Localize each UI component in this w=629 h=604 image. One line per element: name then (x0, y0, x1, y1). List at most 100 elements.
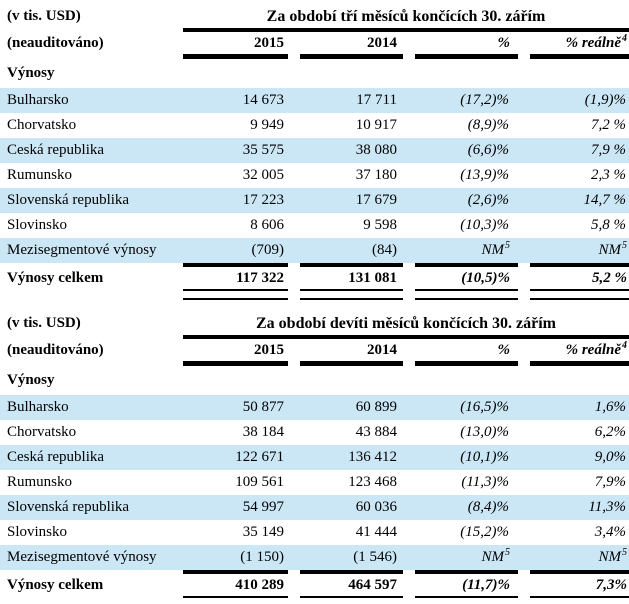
double-rule (415, 289, 518, 300)
table-row: Chorvatsko 9 949 10 917 (8,9)% 7,2 % (0, 113, 629, 138)
row-label: Mezisegmentové výnosy (7, 549, 157, 565)
footnote-ref: 4 (622, 32, 627, 44)
col-header-pct: % (497, 341, 511, 358)
column-rule (300, 361, 403, 366)
total-row: Výnosy celkem 410 289 464 597 (11,7)% 7,… (0, 574, 629, 596)
total-pct-real: 5,2 % (592, 269, 627, 286)
value-pct: (2,6)% (467, 192, 509, 208)
nine-month-revenue-table: (v tis. USD) Za období devíti měsíců kon… (0, 312, 629, 604)
value-pct-real: 6,2% (594, 424, 626, 440)
total-double-rule-row (0, 289, 629, 300)
total-top-rule (530, 263, 629, 267)
double-rule (300, 596, 403, 604)
value-pct-real: NM5 (598, 240, 628, 259)
value-pct: (8,4)% (467, 499, 509, 515)
value-2014: 123 468 (348, 474, 397, 490)
column-rule (300, 54, 403, 59)
value-2014: 17 711 (356, 92, 397, 108)
value-pct-real: 7,9% (594, 474, 626, 490)
row-label: Chorvatsko (7, 424, 77, 440)
total-top-rule (183, 263, 288, 267)
total-top-rule-row (0, 570, 629, 574)
row-label: Slovenská republika (7, 499, 130, 515)
value-2014: 136 412 (348, 449, 397, 465)
table-title: Za období devíti měsíců končících 30. zá… (256, 314, 556, 332)
title-rule (183, 335, 629, 339)
value-2014: 9 598 (363, 217, 397, 233)
total-2015: 117 322 (236, 269, 284, 286)
title-rule-row (0, 335, 629, 339)
value-pct: (11,3)% (461, 474, 509, 490)
col-header-2015: 2015 (254, 34, 284, 51)
column-rule (530, 361, 629, 366)
col-header-2014: 2014 (367, 341, 397, 358)
value-pct-real: 2,3 % (591, 167, 626, 183)
row-label: Chorvatsko (7, 117, 77, 133)
total-double-rule-row (0, 596, 629, 604)
value-pct: NM5 (481, 547, 511, 566)
value-pct-real: 1,6% (594, 399, 626, 415)
value-2014: 10 917 (355, 117, 397, 133)
table-row: Ceská republika 35 575 38 080 (6,6)% 7,9… (0, 138, 629, 163)
col-header-2015: 2015 (254, 341, 284, 358)
col-header-pct-real: % reálně4 (565, 32, 627, 51)
double-rule (530, 596, 629, 604)
table-row: Bulharsko 14 673 17 711 (17,2)% (1,9)% (0, 88, 629, 113)
value-pct: (10,3)% (460, 217, 509, 233)
value-2015: 35 149 (242, 524, 284, 540)
column-rule (415, 361, 518, 366)
row-label: Bulharsko (7, 399, 69, 415)
total-pct: (11,7)% (462, 576, 510, 593)
table-row: Slovinsko 35 149 41 444 (15,2)% 3,4% (0, 520, 629, 545)
column-rule (530, 54, 629, 59)
row-label: Bulharsko (7, 92, 69, 108)
value-2014: 17 679 (355, 192, 397, 208)
column-header-row: (neauditováno) 2015 2014 % % reálně4 (0, 339, 629, 361)
value-pct: (16,5)% (460, 399, 509, 415)
col-header-2014: 2014 (367, 34, 397, 51)
title-rule (183, 28, 629, 32)
value-2015: 35 575 (242, 142, 284, 158)
column-rule (183, 361, 288, 366)
value-pct: (13,9)% (460, 167, 509, 183)
col-header-pct: % (497, 34, 511, 51)
value-2015: 9 949 (250, 117, 284, 133)
double-rule (183, 596, 288, 604)
value-pct-real: NM5 (598, 547, 628, 566)
value-2015: 14 673 (242, 92, 284, 108)
audit-note: (neauditováno) (7, 34, 104, 51)
value-pct-real: 7,2 % (591, 117, 626, 133)
row-label: Slovenská republika (7, 192, 130, 208)
total-2014: 464 597 (348, 576, 397, 593)
value-pct-real: 5,8 % (591, 217, 626, 233)
value-2015: 32 005 (242, 167, 284, 183)
unit-label: (v tis. USD) (7, 8, 81, 24)
value-pct: (8,9)% (467, 117, 509, 133)
table-header-row: (v tis. USD) Za období devíti měsíců kon… (0, 312, 629, 335)
value-2014: 60 899 (355, 399, 397, 415)
col-header-pct-real: % reálně4 (565, 339, 627, 358)
audit-note: (neauditováno) (7, 341, 104, 358)
footnote-ref: 4 (622, 339, 627, 351)
value-2015: 50 877 (242, 399, 284, 415)
total-top-rule (530, 570, 629, 574)
double-rule (415, 596, 518, 604)
value-2014: (1 546) (353, 549, 397, 565)
column-header-row: (neauditováno) 2015 2014 % % reálně4 (0, 32, 629, 54)
row-label: Ceská republika (7, 449, 105, 465)
title-rule-row (0, 28, 629, 32)
column-rule (415, 54, 518, 59)
total-label: Výnosy celkem (7, 269, 104, 286)
value-pct: (15,2)% (460, 524, 509, 540)
table-row: Rumunsko 109 561 123 468 (11,3)% 7,9% (0, 470, 629, 495)
table-row: Slovenská republika 54 997 60 036 (8,4)%… (0, 495, 629, 520)
value-pct-real: 9,0% (594, 449, 626, 465)
row-label: Slovinsko (7, 217, 68, 233)
value-2014: 37 180 (355, 167, 397, 183)
total-pct-real: 7,3% (595, 576, 627, 593)
value-2014: 43 884 (355, 424, 397, 440)
value-2015: 17 223 (242, 192, 284, 208)
value-2014: 41 444 (355, 524, 397, 540)
table-header-row: (v tis. USD) Za období tří měsíců končíc… (0, 5, 629, 28)
total-top-rule (415, 263, 518, 267)
